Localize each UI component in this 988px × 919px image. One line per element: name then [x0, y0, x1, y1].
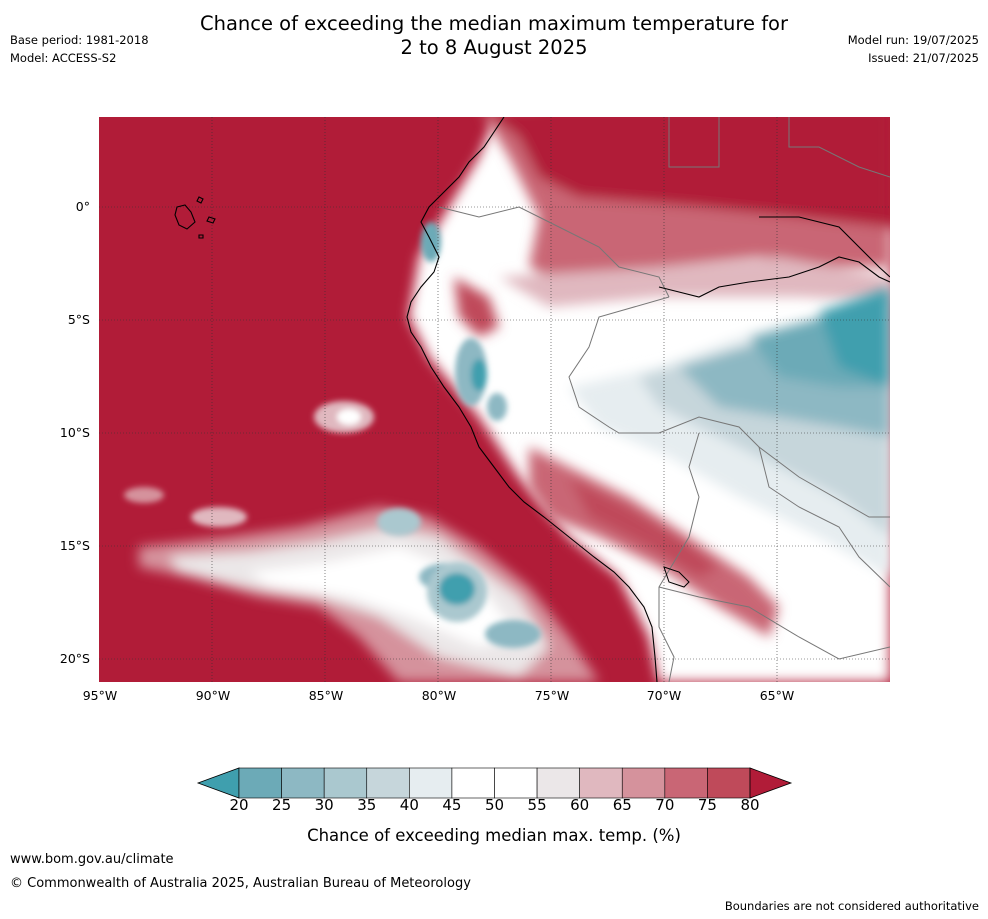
colorbar-extend-low [196, 767, 240, 799]
lat-label-3: 15°S [59, 538, 90, 553]
colorbar-tick-label: 35 [357, 796, 376, 810]
colorbar-extend-high [749, 767, 793, 799]
coastlines [174, 117, 890, 682]
lon-label-4: 75°W [534, 688, 570, 703]
colorbar-bin [366, 767, 410, 799]
colorbar-bin [536, 767, 580, 799]
model-name: Model: ACCESS-S2 [10, 51, 117, 65]
lon-label-0: 95°W [82, 688, 118, 703]
graticule [99, 117, 890, 682]
map-title-line-1: Chance of exceeding the median maximum t… [199, 12, 789, 35]
colorbar-tick-label: 80 [740, 796, 759, 810]
country-boundaries [438, 117, 890, 682]
lat-label-2: 10°S [59, 425, 90, 440]
lon-label-3: 80°W [421, 688, 457, 703]
colorbar-tick-label: 55 [528, 796, 547, 810]
model-run: Model run: 19/07/2025 [847, 33, 979, 47]
copyright-text: © Commonwealth of Australia 2025, Austra… [10, 876, 471, 891]
map-title-line-2: 2 to 8 August 2025 [400, 36, 588, 59]
colorbar-tick-label: 75 [698, 796, 717, 810]
colorbar-tick-label: 60 [570, 796, 589, 810]
colorbar-bin [579, 767, 623, 799]
lat-label-1: 5°S [67, 312, 90, 327]
colorbar-tick-label: 40 [400, 796, 419, 810]
colorbar-bin [494, 767, 538, 799]
lat-label-4: 20°S [59, 651, 90, 666]
colorbar-bin [664, 767, 708, 799]
meta-left: Base period: 1981-2018 Model: ACCESS-S2 [10, 31, 149, 67]
lon-label-6: 65°W [759, 688, 795, 703]
colorbar-tick-label: 65 [613, 796, 632, 810]
map-svg [99, 117, 890, 682]
colorbar-tick-label: 20 [229, 796, 248, 810]
lat-label-0: 0° [75, 199, 90, 214]
colorbar: 20 25 30 35 40 45 50 55 60 65 70 75 80 [190, 760, 800, 814]
colorbar-bin [451, 767, 495, 799]
lon-label-2: 85°W [308, 688, 344, 703]
colorbar-bin [238, 767, 282, 799]
colorbar-bin [621, 767, 666, 799]
base-period: Base period: 1981-2018 [10, 33, 149, 47]
inland-cool-field [569, 287, 890, 577]
website-link[interactable]: www.bom.gov.au/climate [10, 852, 174, 867]
colorbar-tick-label: 50 [485, 796, 504, 810]
north-hot-band [485, 117, 890, 307]
colorbar-tick-label: 25 [272, 796, 291, 810]
ocean-cool-patches [124, 401, 541, 648]
colorbar-bin [281, 767, 325, 799]
lon-label-5: 70°W [646, 688, 682, 703]
issued-date: Issued: 21/07/2025 [868, 51, 979, 65]
colorbar-bin [707, 767, 751, 799]
lon-label-1: 90°W [195, 688, 231, 703]
lake-titicaca-outline [663, 566, 690, 588]
colorbar-svg: 20 25 30 35 40 45 50 55 60 65 70 75 80 [196, 767, 793, 814]
colorbar-label: Chance of exceeding median max. temp. (%… [307, 826, 681, 845]
boundaries-disclaimer: Boundaries are not considered authoritat… [724, 899, 979, 913]
andes-hot-band [454, 277, 779, 637]
probability-map [99, 117, 890, 682]
meta-right: Model run: 19/07/2025 Issued: 21/07/2025 [848, 31, 979, 67]
colorbar-bin [409, 767, 453, 799]
colorbar-tick-label: 30 [315, 796, 334, 810]
colorbar-tick-label: 70 [655, 796, 674, 810]
colorbar-bin [323, 767, 368, 799]
map-title: Chance of exceeding the median maximum t… [0, 12, 988, 60]
colorbar-tick-label: 45 [442, 796, 461, 810]
